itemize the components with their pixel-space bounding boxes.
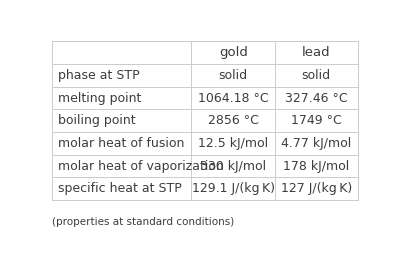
Text: solid: solid bbox=[219, 69, 248, 82]
Text: solid: solid bbox=[302, 69, 331, 82]
Text: phase at STP: phase at STP bbox=[58, 69, 140, 82]
Text: 127 J/(kg K): 127 J/(kg K) bbox=[281, 182, 352, 195]
Text: 12.5 kJ/mol: 12.5 kJ/mol bbox=[198, 137, 268, 150]
Text: 2856 °C: 2856 °C bbox=[208, 114, 259, 127]
Text: gold: gold bbox=[219, 46, 248, 59]
Text: (properties at standard conditions): (properties at standard conditions) bbox=[52, 217, 235, 227]
Text: 1064.18 °C: 1064.18 °C bbox=[198, 92, 268, 105]
Text: molar heat of fusion: molar heat of fusion bbox=[58, 137, 184, 150]
Text: 178 kJ/mol: 178 kJ/mol bbox=[283, 160, 350, 173]
Text: 129.1 J/(kg K): 129.1 J/(kg K) bbox=[192, 182, 275, 195]
Text: boiling point: boiling point bbox=[58, 114, 136, 127]
Text: specific heat at STP: specific heat at STP bbox=[58, 182, 182, 195]
Text: 4.77 kJ/mol: 4.77 kJ/mol bbox=[281, 137, 352, 150]
Text: melting point: melting point bbox=[58, 92, 142, 105]
Text: 330 kJ/mol: 330 kJ/mol bbox=[200, 160, 266, 173]
Text: molar heat of vaporization: molar heat of vaporization bbox=[58, 160, 224, 173]
Text: 1749 °C: 1749 °C bbox=[291, 114, 342, 127]
Text: 327.46 °C: 327.46 °C bbox=[285, 92, 348, 105]
Text: lead: lead bbox=[302, 46, 331, 59]
